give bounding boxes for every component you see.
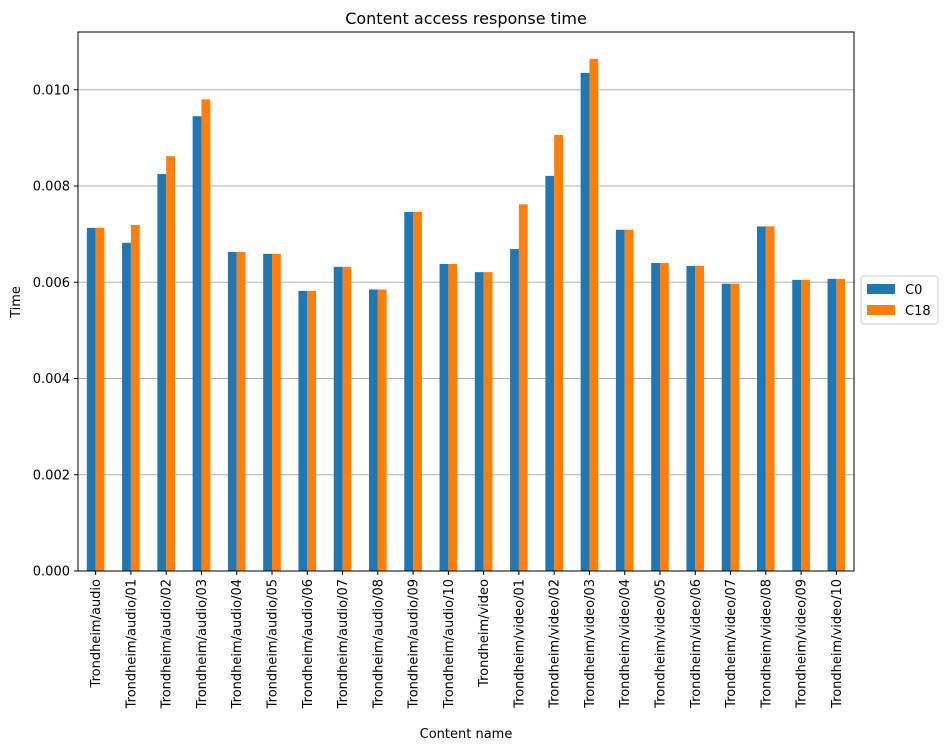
bar-c18 — [201, 99, 211, 571]
bar-c0 — [439, 263, 449, 571]
x-tick-label: Trondheim/audio/10 — [442, 579, 457, 709]
x-tick-label: Trondheim/video/07 — [724, 579, 739, 709]
bar-group — [86, 58, 846, 572]
bar-c18 — [624, 229, 634, 571]
bar-c0 — [263, 253, 272, 571]
bar-c18 — [801, 279, 810, 571]
bar-c0 — [827, 278, 837, 571]
bar-c18 — [95, 227, 105, 571]
bar-c0 — [369, 289, 378, 571]
bar-c0 — [792, 279, 802, 571]
bar-c18 — [836, 278, 846, 571]
x-tick-label: Trondheim/video/06 — [689, 579, 704, 709]
legend-label-c18: C18 — [905, 304, 931, 319]
bar-c0 — [227, 251, 237, 571]
bar-c0 — [298, 290, 308, 571]
x-tick-label: Trondheim/audio/02 — [160, 579, 175, 709]
y-axis: 0.000 0.002 0.004 0.006 0.008 0.010 — [33, 83, 78, 580]
bar-c0 — [757, 226, 766, 572]
bar-c18 — [307, 290, 317, 571]
x-tick-label: Trondheim/audio/06 — [301, 579, 316, 709]
bar-c0 — [686, 265, 696, 571]
x-tick-label: Trondheim/video/10 — [830, 579, 845, 709]
bar-c0 — [333, 266, 343, 571]
x-tick-label: Trondheim/video — [477, 579, 492, 688]
x-tick-label: Trondheim/audio/09 — [407, 579, 422, 709]
bar-c18 — [483, 272, 493, 571]
bar-c0 — [721, 283, 731, 571]
chart-title: Content access response time — [345, 9, 587, 28]
x-tick-label: Trondheim/audio — [89, 579, 104, 688]
bar-c18 — [730, 283, 740, 571]
x-tick-label: Trondheim/video/02 — [548, 579, 563, 709]
bar-c18 — [166, 156, 175, 571]
bar-c0 — [545, 175, 555, 572]
bar-c0 — [580, 72, 590, 571]
x-tick-label: Trondheim/audio/05 — [266, 579, 281, 709]
plot-frame — [77, 31, 855, 572]
y-tick-label: 0.008 — [33, 180, 70, 195]
bar-c0 — [474, 272, 484, 571]
legend-label-c0: C0 — [905, 283, 922, 298]
bar-c18 — [413, 211, 422, 572]
bar-c18 — [695, 265, 705, 571]
y-axis-label: Time — [9, 286, 24, 319]
y-tick-label: 0.006 — [33, 276, 70, 291]
bar-c18 — [448, 263, 458, 571]
x-tick-label: Trondheim/video/05 — [654, 579, 669, 709]
x-axis: Trondheim/audio Trondheim/audio/01 Trondhe… — [89, 571, 845, 709]
x-tick-label: Trondheim/video/08 — [759, 579, 774, 709]
bar-c18 — [377, 289, 387, 571]
legend-swatch-c18 — [867, 305, 895, 315]
bar-c0 — [510, 249, 519, 571]
x-tick-label: Trondheim/audio/07 — [336, 579, 351, 709]
x-tick-label: Trondheim/video/04 — [618, 579, 633, 709]
bar-c18 — [554, 134, 563, 572]
y-tick-label: 0.010 — [33, 83, 70, 98]
bar-c18 — [518, 204, 528, 571]
bar-c0 — [192, 116, 202, 571]
bar-c18 — [236, 251, 246, 571]
legend-swatch-c0 — [867, 284, 895, 294]
bar-c18 — [589, 58, 599, 571]
bar-c18 — [272, 253, 281, 571]
bar-c0 — [122, 242, 131, 571]
y-tick-label: 0.002 — [33, 468, 70, 483]
x-tick-label: Trondheim/audio/03 — [195, 579, 210, 709]
bar-c18 — [660, 263, 669, 571]
x-tick-label: Trondheim/video/01 — [512, 579, 527, 709]
x-tick-label: Trondheim/video/03 — [583, 579, 598, 709]
x-tick-label: Trondheim/video/09 — [795, 579, 810, 709]
x-tick-label: Trondheim/audio/04 — [230, 579, 245, 709]
bar-c0 — [651, 263, 660, 571]
x-tick-label: Trondheim/audio/01 — [124, 579, 139, 709]
x-tick-label: Trondheim/audio/08 — [371, 579, 386, 709]
x-axis-label: Content name — [420, 727, 513, 742]
y-tick-label: 0.000 — [33, 565, 70, 580]
bar-c0 — [86, 227, 96, 571]
bar-c0 — [615, 229, 625, 571]
bar-c18 — [342, 266, 352, 571]
bar-c0 — [404, 211, 414, 572]
y-tick-label: 0.004 — [33, 372, 70, 387]
bar-c18 — [130, 224, 140, 571]
bar-c0 — [157, 173, 167, 571]
bar-c18 — [765, 226, 775, 572]
